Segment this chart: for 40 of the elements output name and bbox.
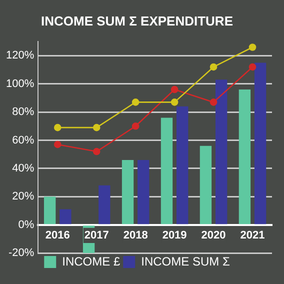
y-tick-label: 40% [12,162,34,174]
point [170,98,178,106]
point [92,124,100,132]
point [92,148,100,156]
x-tick-label: 2019 [162,229,187,242]
legend-label: INCOME £ [62,254,120,268]
point [210,63,218,71]
point [248,63,256,71]
chart-title: INCOME SUM Σ EXPENDITURE [41,13,234,28]
point [54,124,62,132]
bar [215,80,228,224]
bar [160,118,173,224]
point [132,122,140,130]
y-tick-label: 0% [18,218,34,231]
x-tick-label: 2018 [123,229,148,242]
x-tick-label: 2020 [201,229,226,242]
x-tick-label: 2021 [240,229,265,242]
y-tick-label: 100% [6,78,34,90]
bar [238,90,251,224]
x-tick-label: 2017 [84,229,109,242]
bar [138,160,150,224]
bar [98,185,110,224]
bar [122,160,134,224]
y-tick-label: 120% [6,50,34,62]
y-tick-label: -20% [8,247,34,260]
point [54,140,62,148]
legend-label: INCOME SUM Σ [141,254,230,268]
bar [200,146,212,224]
bar [176,106,188,224]
point [210,98,218,106]
point [132,98,140,106]
x-tick-label: 2016 [45,229,70,242]
point [170,86,178,94]
bar [60,209,72,224]
y-tick-label: 60% [12,134,34,146]
y-tick-label: 20% [12,190,34,203]
bar [44,196,56,224]
y-tick-label: 80% [12,106,34,118]
bar [254,62,266,224]
point [248,44,256,51]
